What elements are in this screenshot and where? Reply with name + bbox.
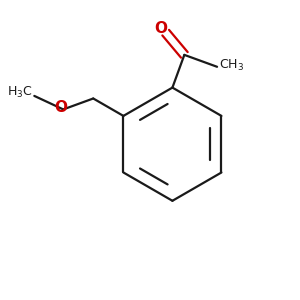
Text: O: O bbox=[54, 100, 67, 116]
Text: CH$_3$: CH$_3$ bbox=[219, 58, 244, 73]
Text: H$_3$C: H$_3$C bbox=[7, 85, 33, 100]
Text: O: O bbox=[154, 21, 167, 36]
